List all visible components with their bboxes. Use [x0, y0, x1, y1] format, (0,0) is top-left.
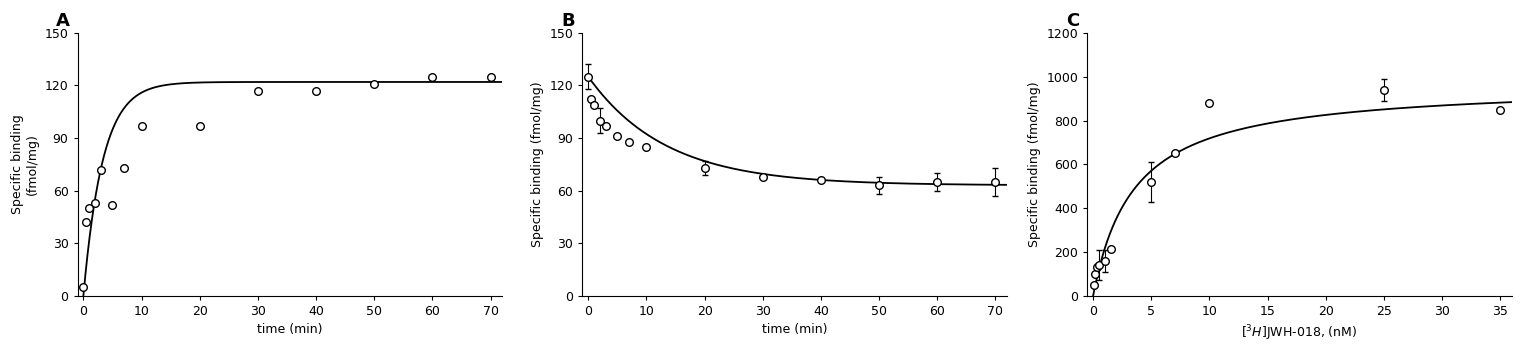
X-axis label: time (min): time (min): [257, 323, 323, 336]
Text: C: C: [1066, 12, 1080, 30]
X-axis label: $[^{3}H]$JWH-018, (nM): $[^{3}H]$JWH-018, (nM): [1241, 323, 1359, 343]
Y-axis label: Specific binding (fmol/mg): Specific binding (fmol/mg): [532, 81, 544, 247]
Y-axis label: Specific binding
(fmol/mg): Specific binding (fmol/mg): [11, 114, 40, 214]
Text: A: A: [56, 12, 70, 30]
Text: B: B: [560, 12, 574, 30]
Y-axis label: Specific binding (fmol/mg): Specific binding (fmol/mg): [1028, 81, 1040, 247]
X-axis label: time (min): time (min): [762, 323, 827, 336]
